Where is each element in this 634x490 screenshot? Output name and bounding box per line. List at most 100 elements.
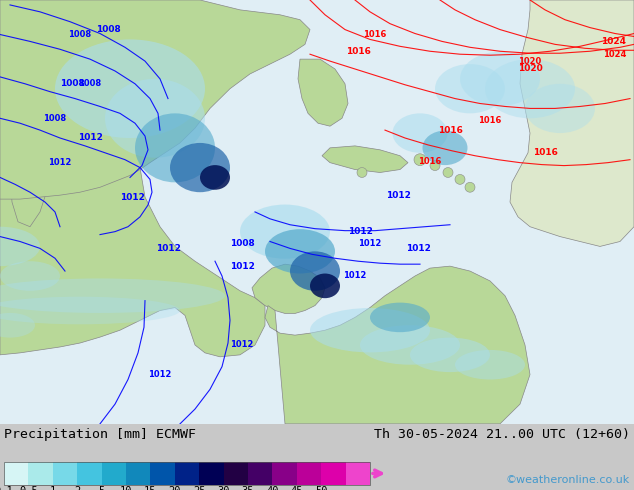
Bar xyxy=(175,462,199,485)
Text: 0.1: 0.1 xyxy=(0,487,13,490)
Text: Precipitation [mm] ECMWF: Precipitation [mm] ECMWF xyxy=(4,428,196,441)
Ellipse shape xyxy=(200,165,230,190)
Bar xyxy=(150,462,175,485)
Ellipse shape xyxy=(105,79,205,158)
Bar xyxy=(346,462,370,485)
Text: 1012: 1012 xyxy=(48,158,72,167)
Bar xyxy=(29,462,53,485)
Text: 15: 15 xyxy=(144,487,157,490)
Text: 1012: 1012 xyxy=(230,262,254,270)
Polygon shape xyxy=(322,146,408,172)
Polygon shape xyxy=(510,0,634,246)
Bar xyxy=(4,462,29,485)
Ellipse shape xyxy=(55,39,205,138)
Text: 1016: 1016 xyxy=(478,116,501,125)
Text: 1016: 1016 xyxy=(346,47,370,56)
Ellipse shape xyxy=(485,59,575,118)
Circle shape xyxy=(465,182,475,192)
Text: 1008: 1008 xyxy=(230,239,254,248)
Circle shape xyxy=(430,161,440,171)
Ellipse shape xyxy=(525,84,595,133)
Text: 1012: 1012 xyxy=(358,239,382,248)
Ellipse shape xyxy=(422,131,467,165)
Bar xyxy=(273,462,297,485)
Text: 1012: 1012 xyxy=(155,244,181,253)
Text: 5: 5 xyxy=(98,487,105,490)
Ellipse shape xyxy=(310,308,430,352)
Ellipse shape xyxy=(0,297,180,324)
Circle shape xyxy=(414,154,426,166)
Text: 1008: 1008 xyxy=(79,79,101,88)
Text: 45: 45 xyxy=(290,487,303,490)
Text: 1008: 1008 xyxy=(68,30,91,39)
Bar xyxy=(126,462,150,485)
Ellipse shape xyxy=(460,52,540,106)
Text: 25: 25 xyxy=(193,487,205,490)
Ellipse shape xyxy=(0,278,225,313)
Text: ©weatheronline.co.uk: ©weatheronline.co.uk xyxy=(506,475,630,485)
Polygon shape xyxy=(298,59,348,126)
Polygon shape xyxy=(252,264,325,314)
Text: 1008: 1008 xyxy=(60,79,84,88)
Text: 2: 2 xyxy=(74,487,81,490)
Text: 1016: 1016 xyxy=(533,148,557,157)
Text: 1020: 1020 xyxy=(517,65,542,74)
Text: 1024: 1024 xyxy=(604,49,626,59)
Polygon shape xyxy=(0,0,310,199)
Text: 10: 10 xyxy=(120,487,133,490)
Text: 1012: 1012 xyxy=(344,271,366,280)
Text: 1012: 1012 xyxy=(385,191,410,199)
Ellipse shape xyxy=(435,64,505,113)
Text: 1008: 1008 xyxy=(96,25,120,34)
Ellipse shape xyxy=(370,303,430,332)
Ellipse shape xyxy=(392,113,448,153)
Text: 1016: 1016 xyxy=(418,157,442,166)
Circle shape xyxy=(357,168,367,177)
Text: 30: 30 xyxy=(217,487,230,490)
Text: 1016: 1016 xyxy=(437,125,462,135)
Text: 1016: 1016 xyxy=(363,30,387,39)
Text: 35: 35 xyxy=(242,487,254,490)
Text: 20: 20 xyxy=(169,487,181,490)
Text: 40: 40 xyxy=(266,487,279,490)
Polygon shape xyxy=(0,0,265,357)
Bar xyxy=(321,462,346,485)
Bar xyxy=(224,462,248,485)
Text: 1012: 1012 xyxy=(347,227,372,236)
Ellipse shape xyxy=(290,251,340,291)
Text: Th 30-05-2024 21..00 UTC (12+60): Th 30-05-2024 21..00 UTC (12+60) xyxy=(374,428,630,441)
Text: 1012: 1012 xyxy=(230,341,254,349)
Polygon shape xyxy=(265,266,530,424)
Ellipse shape xyxy=(0,227,40,266)
Bar xyxy=(101,462,126,485)
Text: 0.5: 0.5 xyxy=(19,487,38,490)
Circle shape xyxy=(455,174,465,184)
Text: 1012: 1012 xyxy=(120,193,145,202)
Circle shape xyxy=(443,168,453,177)
Ellipse shape xyxy=(265,229,335,273)
Ellipse shape xyxy=(410,338,490,372)
Text: 50: 50 xyxy=(315,487,327,490)
Ellipse shape xyxy=(170,143,230,192)
Ellipse shape xyxy=(310,273,340,298)
Text: 1024: 1024 xyxy=(602,37,626,46)
Text: 1012: 1012 xyxy=(406,244,430,253)
Polygon shape xyxy=(10,69,52,227)
Ellipse shape xyxy=(0,313,35,338)
Ellipse shape xyxy=(0,261,60,291)
Text: 1012: 1012 xyxy=(77,133,103,143)
Text: 1008: 1008 xyxy=(44,114,67,123)
Bar xyxy=(199,462,224,485)
Text: 1020: 1020 xyxy=(519,57,541,66)
Bar xyxy=(4,462,370,485)
Ellipse shape xyxy=(455,350,525,379)
Ellipse shape xyxy=(135,113,215,182)
Ellipse shape xyxy=(240,204,330,259)
Bar xyxy=(53,462,77,485)
Bar xyxy=(297,462,321,485)
Text: 1012: 1012 xyxy=(148,370,172,379)
Bar xyxy=(248,462,273,485)
Text: 1: 1 xyxy=(49,487,56,490)
Bar xyxy=(77,462,101,485)
Ellipse shape xyxy=(360,325,460,365)
